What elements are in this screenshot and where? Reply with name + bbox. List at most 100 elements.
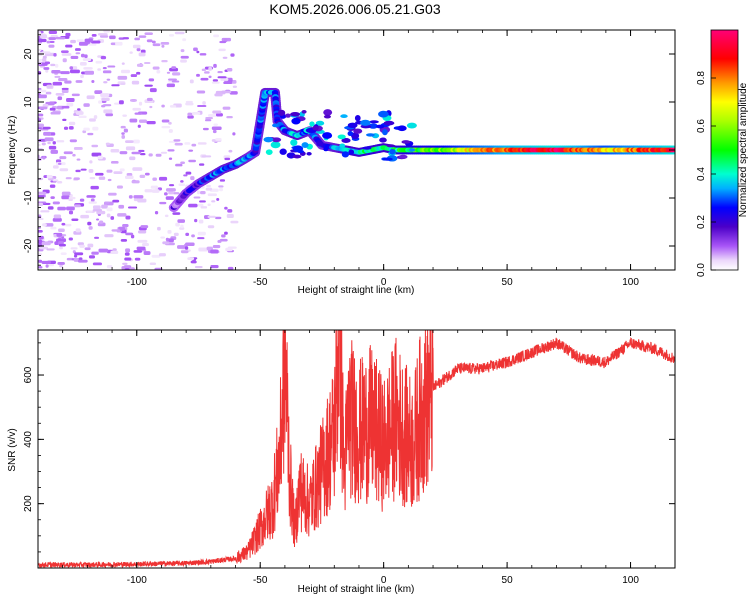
noise-cell [78, 115, 87, 119]
colorbar-gradient [710, 29, 739, 271]
noise-cell [54, 75, 61, 78]
spectrogram-x-label: Height of straight line (km) [298, 285, 415, 296]
noise-cell [165, 196, 174, 200]
noise-cell [199, 200, 206, 203]
noise-cell [60, 71, 70, 75]
scatter-cell [366, 133, 375, 137]
noise-cell [136, 48, 141, 52]
noise-cell [132, 44, 141, 49]
noise-cell [108, 192, 117, 196]
noise-cell [161, 59, 168, 63]
noise-cell [131, 180, 140, 184]
noise-cell [146, 97, 153, 102]
noise-cell [79, 244, 85, 248]
noise-cell [38, 195, 44, 198]
noise-cell [100, 93, 110, 98]
noise-cell [47, 206, 54, 210]
noise-cell [121, 62, 125, 65]
noise-cell [155, 153, 162, 157]
noise-cell [191, 143, 197, 147]
scatter-cell [401, 140, 411, 144]
noise-cell [107, 178, 112, 182]
noise-cell [217, 76, 227, 79]
noise-cell [61, 53, 72, 56]
noise-cell [73, 147, 83, 150]
x-tick-label: 50 [502, 277, 514, 288]
noise-cell [185, 242, 195, 247]
noise-cell [56, 180, 63, 184]
noise-cell [68, 126, 74, 130]
noise-cell [112, 199, 120, 203]
noise-cell [78, 41, 89, 46]
noise-cell [136, 71, 141, 75]
noise-cell [172, 212, 181, 215]
noise-cell [53, 214, 62, 219]
x-tick-label: 0 [381, 277, 387, 288]
noise-cell [39, 106, 48, 110]
noise-cell [87, 132, 94, 136]
noise-cell [141, 243, 149, 247]
noise-cell [185, 102, 194, 106]
noise-cell [212, 245, 221, 249]
colorbar-tick-label: 0.0 [696, 263, 707, 277]
noise-cell [211, 200, 216, 203]
noise-cell [152, 43, 161, 47]
noise-cell [197, 105, 207, 108]
noise-cell [99, 220, 104, 224]
noise-cell [94, 90, 103, 95]
noise-cell [44, 137, 54, 142]
noise-cell [137, 124, 141, 128]
noise-cell [136, 63, 144, 67]
scatter-cell [348, 149, 355, 155]
noise-cell [226, 116, 233, 119]
noise-cell [88, 226, 93, 230]
noise-cell [40, 34, 48, 39]
noise-cell [132, 167, 143, 171]
noise-cell [197, 190, 201, 195]
noise-cell [222, 56, 228, 59]
noise-cell [101, 204, 108, 209]
noise-cell [65, 32, 71, 37]
noise-cell [112, 248, 117, 252]
noise-cell [89, 118, 96, 122]
noise-cell [87, 221, 92, 226]
noise-cell [206, 246, 213, 251]
noise-cell [149, 88, 157, 93]
noise-cell [213, 34, 220, 38]
noise-cell [82, 130, 87, 134]
noise-cell [45, 69, 49, 73]
noise-cell [61, 195, 71, 200]
noise-cell [38, 38, 42, 42]
noise-cell [73, 254, 78, 258]
noise-cell [131, 80, 140, 85]
noise-cell [197, 237, 205, 240]
noise-cell [103, 109, 113, 114]
colorbar-ticks: 0.0 0.2 0.4 0.6 0.8 [696, 71, 716, 277]
noise-cell [174, 31, 185, 35]
scatter-cell [409, 148, 416, 152]
x-tick-label: 100 [622, 575, 639, 586]
noise-cell [125, 215, 131, 220]
noise-cell [225, 247, 233, 252]
noise-cell [61, 87, 69, 90]
noise-cell [102, 67, 107, 70]
scatter-cell [270, 141, 281, 149]
noise-cell [46, 174, 53, 179]
noise-cell [137, 239, 148, 243]
noise-cell [133, 195, 144, 199]
scatter-cell [291, 117, 301, 125]
noise-cell [57, 261, 65, 265]
noise-cell [66, 206, 75, 211]
noise-cell [74, 252, 84, 256]
noise-cell [218, 48, 226, 52]
noise-cell [138, 149, 145, 153]
noise-cell [120, 125, 126, 129]
noise-cell [86, 210, 93, 213]
noise-cell [129, 118, 138, 123]
noise-cell [230, 220, 239, 224]
noise-cell [98, 248, 109, 253]
scatter-cell [323, 109, 333, 116]
noise-cell [115, 41, 123, 46]
noise-cell [80, 214, 90, 219]
noise-cell [168, 34, 175, 37]
